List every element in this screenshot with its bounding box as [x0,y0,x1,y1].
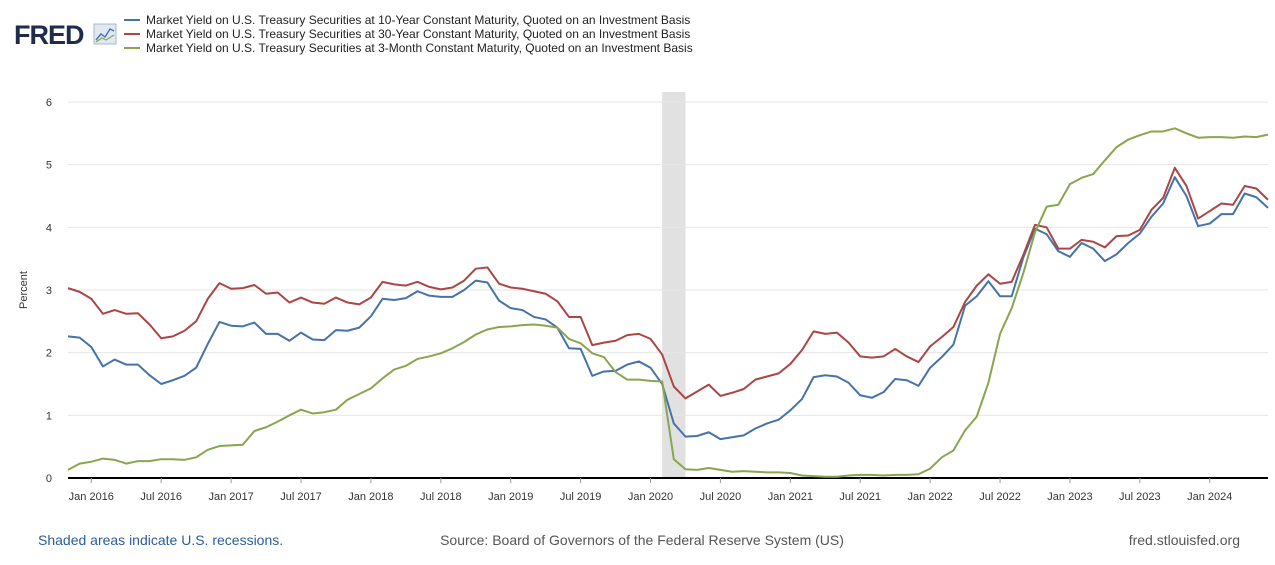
x-tick-label: Jan 2020 [628,491,673,503]
x-tick-label: Jul 2016 [140,491,182,503]
y-axis-label: Percent [18,271,30,309]
series-line [67,166,1269,400]
y-tick-label: 3 [46,285,52,297]
x-tick-label: Jan 2019 [488,491,533,503]
x-tick-label: Jan 2023 [1047,491,1092,503]
series-line [67,127,1269,478]
x-tick-label: Jan 2024 [1187,491,1232,503]
x-tick-label: Jul 2021 [839,491,881,503]
legend-label: Market Yield on U.S. Treasury Securities… [146,27,690,41]
logo: FRED [14,20,84,50]
x-tick-label: Jul 2023 [1119,491,1161,503]
x-tick-label: Jul 2019 [560,491,602,503]
x-tick-label: Jan 2021 [768,491,813,503]
x-tick-label: Jan 2017 [208,491,253,503]
footer-note: Shaded areas indicate U.S. recessions. [38,532,283,548]
x-tick-label: Jan 2022 [908,491,953,503]
x-tick-label: Jul 2020 [700,491,742,503]
y-tick-label: 2 [46,348,52,360]
y-tick-label: 6 [46,97,52,109]
recession-band [662,92,686,478]
y-tick-label: 0 [46,473,52,485]
footer-url: fred.stlouisfed.org [1129,532,1240,548]
footer-source: Source: Board of Governors of the Federa… [440,532,844,548]
y-tick-label: 5 [46,160,52,172]
x-tick-label: Jul 2018 [420,491,462,503]
y-tick-label: 4 [46,222,52,234]
x-tick-label: Jul 2017 [280,491,322,503]
x-tick-label: Jan 2018 [348,491,393,503]
x-tick-label: Jan 2016 [69,491,114,503]
y-tick-label: 1 [46,410,52,422]
series-line [67,176,1269,441]
x-tick-label: Jul 2022 [979,491,1021,503]
legend-label: Market Yield on U.S. Treasury Securities… [146,13,690,27]
legend-label: Market Yield on U.S. Treasury Securities… [146,41,693,55]
logo-icon [93,23,117,45]
